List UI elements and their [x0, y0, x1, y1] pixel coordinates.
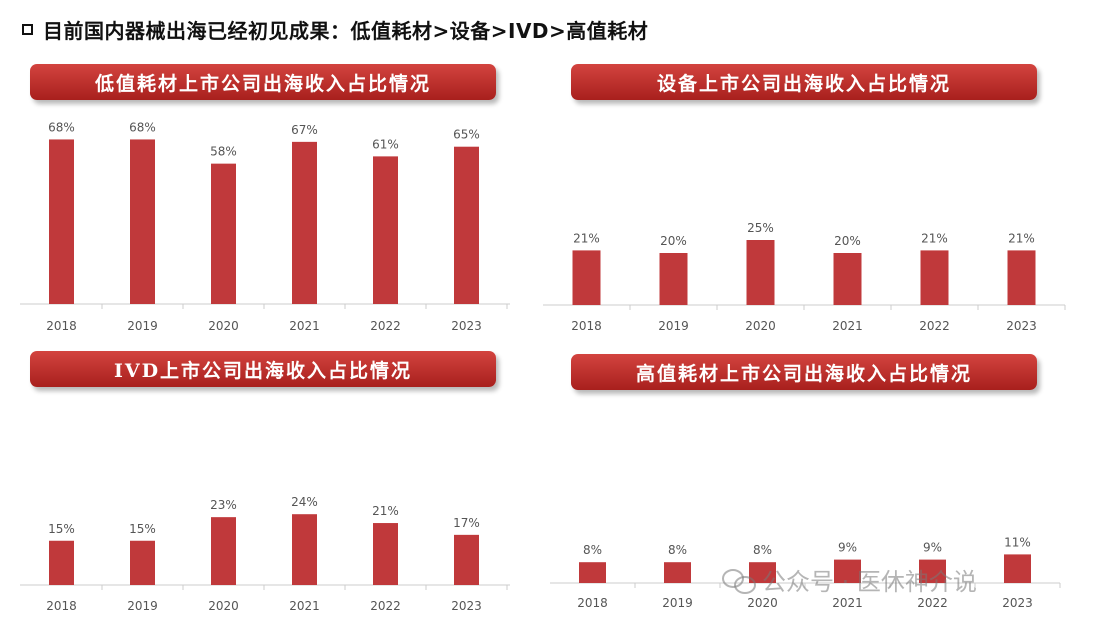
x-tick-label-2022: 2022 [917, 596, 948, 610]
data-label-2021: 9% [838, 541, 857, 555]
bar-2023 [1007, 250, 1036, 305]
headline-text: 目前国内器械出海已经初见成果：低值耗材>设备>IVD>高值耗材 [43, 18, 649, 43]
checkbox-bullet-icon [22, 23, 33, 35]
chart-title: IVD上市公司出海收入占比情况 [113, 359, 413, 382]
bar-2021 [292, 514, 317, 585]
bar-2022 [373, 156, 398, 304]
data-label-2021: 24% [291, 495, 318, 509]
data-label-2018: 21% [573, 231, 600, 245]
bar-2021 [833, 253, 862, 305]
bar-2023 [1004, 554, 1031, 583]
x-tick-label-2021: 2021 [289, 599, 320, 613]
data-label-2020: 23% [210, 498, 237, 512]
data-label-2023: 17% [453, 516, 480, 530]
bar-2019 [664, 562, 691, 583]
x-tick-label-2021: 2021 [832, 319, 863, 333]
bar-2022 [373, 523, 398, 585]
data-label-2019: 8% [668, 543, 687, 557]
chart-title-banner: 高值耗材上市公司出海收入占比情况 [571, 354, 1037, 390]
x-tick-label-2018: 2018 [46, 599, 77, 613]
x-tick-label-2018: 2018 [46, 319, 77, 333]
x-tick-label-2023: 2023 [451, 319, 482, 333]
x-tick-label-2023: 2023 [1006, 319, 1037, 333]
watermark-text: 公众号 · 医休神介说 [762, 568, 977, 596]
data-label-2022: 21% [921, 231, 948, 245]
bar-2022 [919, 559, 946, 583]
data-label-2022: 61% [372, 137, 399, 151]
bar-2021 [292, 141, 317, 304]
chart-title: 高值耗材上市公司出海收入占比情况 [635, 362, 972, 385]
x-tick-label-2023: 2023 [1002, 596, 1033, 610]
data-label-2021: 20% [834, 234, 861, 248]
chart-title: 低值耗材上市公司出海收入占比情况 [94, 72, 431, 95]
bar-2019 [659, 253, 688, 305]
x-tick-label-2019: 2019 [662, 596, 693, 610]
bar-2018 [579, 562, 606, 583]
data-label-2019: 15% [129, 522, 156, 536]
data-label-2020: 8% [753, 543, 772, 557]
chart-title-banner: 低值耗材上市公司出海收入占比情况 [30, 64, 496, 100]
data-label-2020: 58% [210, 145, 237, 159]
data-label-2022: 9% [923, 541, 942, 555]
chart-title-banner: 设备上市公司出海收入占比情况 [571, 64, 1037, 100]
data-label-2019: 20% [660, 234, 687, 248]
data-label-2018: 15% [48, 522, 75, 536]
x-tick-label-2019: 2019 [127, 319, 158, 333]
data-label-2023: 11% [1004, 535, 1031, 549]
bar-2020 [211, 517, 236, 585]
bar-chart-equipment: 21% 2018 20% 2019 25% 2020 20% 2021 21% 2022 21% 20… [543, 221, 1066, 333]
x-tick-label-2020: 2020 [747, 596, 778, 610]
data-label-2021: 67% [291, 123, 318, 137]
bar-chart-high-value-consumables: 8% 2018 8% 2019 8% 2020 9% 2021 9% 2022 11% 2023 [550, 535, 1061, 610]
x-tick-label-2021: 2021 [832, 596, 863, 610]
bar-2018 [49, 139, 74, 304]
data-label-2018: 8% [583, 543, 602, 557]
chart-title: 设备上市公司出海收入占比情况 [656, 72, 951, 95]
data-label-2023: 65% [453, 128, 480, 142]
bar-chart-low-value-consumables: 68% 2018 68% 2019 58% 2020 67% 2021 61% 2022 65% 20… [20, 120, 510, 333]
bar-2019 [130, 540, 155, 585]
data-label-2018: 68% [48, 120, 75, 134]
bar-2020 [749, 562, 776, 583]
x-tick-label-2021: 2021 [289, 319, 320, 333]
x-tick-label-2022: 2022 [919, 319, 950, 333]
data-label-2020: 25% [747, 221, 774, 235]
x-tick-label-2018: 2018 [571, 319, 602, 333]
bar-2018 [49, 540, 74, 585]
bar-2022 [920, 250, 949, 305]
chart-title-banner: IVD上市公司出海收入占比情况 [30, 351, 496, 387]
data-label-2022: 21% [372, 504, 399, 518]
x-tick-label-2018: 2018 [577, 596, 608, 610]
x-tick-label-2022: 2022 [370, 319, 401, 333]
bar-2019 [130, 139, 155, 304]
x-tick-label-2020: 2020 [208, 599, 239, 613]
bar-2021 [834, 559, 861, 583]
bar-2020 [746, 240, 775, 305]
bar-2023 [454, 534, 479, 585]
x-tick-label-2020: 2020 [208, 319, 239, 333]
bar-2018 [572, 250, 601, 305]
x-tick-label-2022: 2022 [370, 599, 401, 613]
bar-2023 [454, 146, 479, 304]
watermark: 公众号 · 医休神介说 [722, 562, 977, 597]
x-tick-label-2020: 2020 [745, 319, 776, 333]
x-tick-label-2019: 2019 [127, 599, 158, 613]
bar-chart-ivd: 15% 2018 15% 2019 23% 2020 24% 2021 21% 2022 17% 20… [20, 495, 510, 613]
data-label-2023: 21% [1008, 231, 1035, 245]
bar-2020 [211, 163, 236, 304]
wechat-icon [722, 567, 756, 594]
data-label-2019: 68% [129, 120, 156, 134]
x-tick-label-2023: 2023 [451, 599, 482, 613]
x-tick-label-2019: 2019 [658, 319, 689, 333]
page-headline: 目前国内器械出海已经初见成果：低值耗材>设备>IVD>高值耗材 [22, 14, 648, 44]
